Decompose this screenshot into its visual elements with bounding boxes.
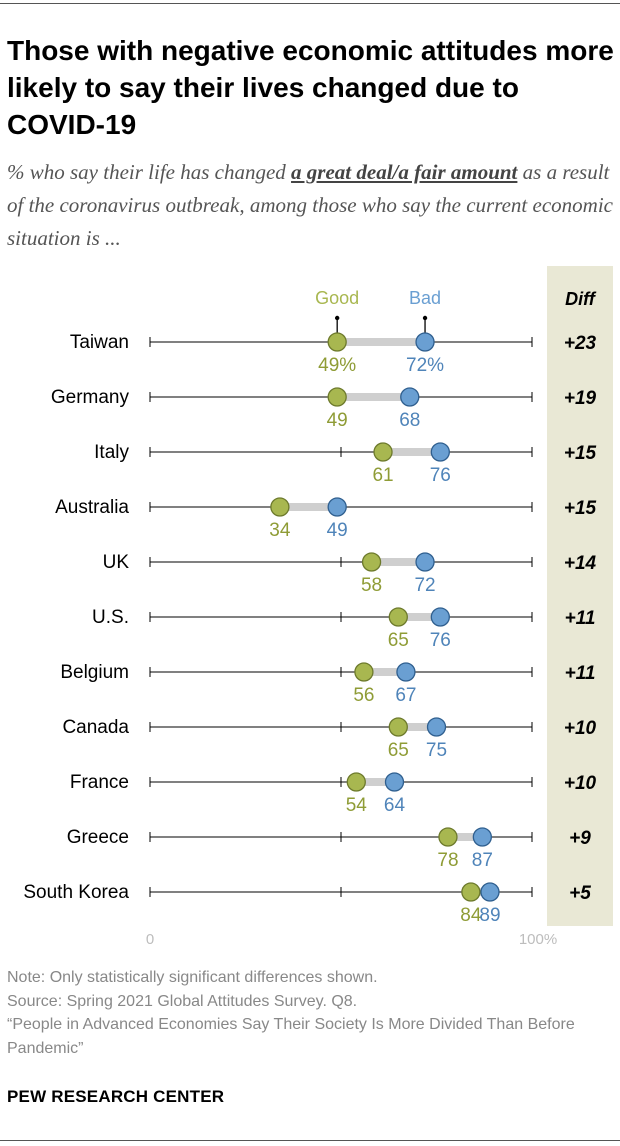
bad-value-label: 64	[384, 795, 406, 816]
country-label: South Korea	[23, 882, 129, 903]
good-value-label: 49	[327, 410, 348, 431]
bad-dot	[426, 717, 447, 737]
bad-value-label: 68	[399, 410, 420, 431]
bad-dot	[430, 442, 450, 462]
diff-value: +9	[569, 828, 591, 849]
diff-value: +10	[564, 773, 597, 794]
good-value-label: 34	[269, 520, 291, 541]
good-dot	[388, 717, 408, 737]
country-label: Italy	[94, 442, 129, 463]
good-dot	[438, 827, 458, 847]
top-rule	[0, 3, 620, 4]
bad-value-label: 89	[479, 905, 500, 926]
diff-value: +14	[564, 553, 597, 574]
legend-good-pointer-dot	[334, 315, 340, 321]
good-dot	[354, 662, 374, 682]
good-value-label: 56	[353, 685, 374, 706]
axis-min-label: 0	[146, 931, 154, 948]
good-value-label: 65	[388, 630, 409, 651]
legend-bad: Bad	[409, 288, 441, 308]
diff-value: +5	[569, 883, 591, 904]
diff-value: +15	[564, 443, 597, 464]
bad-value-label: 67	[395, 685, 416, 706]
diff-value: +19	[564, 388, 597, 409]
bad-value-label: 76	[430, 630, 451, 651]
country-label: UK	[103, 552, 130, 573]
bad-value-label: 76	[430, 465, 451, 486]
bad-value-label: 72	[414, 575, 435, 596]
note-line: Note: Only statistically significant dif…	[7, 969, 378, 986]
chart-subtitle: % who say their life has changed a great…	[7, 156, 615, 255]
diff-value: +23	[564, 333, 597, 354]
subtitle-before: % who say their life has changed	[7, 160, 292, 184]
good-dot	[327, 332, 347, 352]
diff-value: +15	[564, 498, 597, 519]
good-dot	[327, 387, 347, 407]
legend-good: Good	[315, 288, 359, 308]
bad-dot	[430, 607, 450, 627]
bad-value-label: 87	[472, 850, 493, 871]
country-label: Taiwan	[70, 332, 129, 353]
diff-column-background	[547, 266, 613, 926]
country-label: Canada	[62, 717, 129, 738]
bad-dot	[384, 772, 405, 792]
bad-value-label: 75	[426, 740, 447, 761]
bad-dot	[400, 387, 420, 407]
chart-title: Those with negative economic attitudes m…	[7, 35, 614, 140]
good-dot	[361, 552, 382, 572]
country-label: Belgium	[60, 662, 129, 683]
good-dot	[270, 497, 290, 517]
country-label: Australia	[55, 497, 129, 518]
diff-value: +11	[565, 663, 596, 684]
country-label: Greece	[67, 827, 129, 848]
source-line: Source: Spring 2021 Global Attitudes Sur…	[7, 992, 358, 1010]
good-value-label: 58	[361, 575, 382, 596]
bad-dot	[396, 662, 416, 682]
country-label: France	[70, 772, 129, 793]
bad-dot	[472, 827, 492, 847]
good-dot	[373, 442, 393, 462]
dot-chart: Diff Good Bad Taiwan 49% 72% +23 Germany 49 68 +19…	[23, 266, 613, 948]
good-value-label: 61	[372, 465, 393, 486]
bad-value-label: 72%	[406, 355, 444, 376]
legend-bad-pointer-dot	[422, 315, 428, 321]
diff-value: +11	[565, 608, 596, 629]
diff-header: Diff	[565, 289, 597, 309]
diff-value: +10	[564, 718, 597, 739]
subtitle-emphasis: a great deal/a fair amount	[291, 160, 518, 184]
good-dot	[388, 607, 408, 627]
good-value-label: 65	[388, 740, 409, 761]
bad-dot	[480, 882, 500, 902]
report-title-line: “People in Advanced Economies Say Their …	[7, 1016, 575, 1057]
axis-max-label: 100%	[519, 931, 557, 948]
good-dot	[461, 882, 481, 902]
country-label: Germany	[51, 387, 130, 408]
bad-dot	[415, 332, 435, 352]
bottom-rule	[0, 1140, 620, 1141]
good-value-label: 84	[460, 905, 482, 926]
bad-dot	[415, 552, 435, 572]
brand-name: PEW RESEARCH CENTER	[7, 1087, 225, 1106]
good-dot	[346, 772, 366, 792]
good-value-label: 49%	[318, 355, 356, 376]
bad-dot	[327, 497, 347, 517]
subtitle-after: as a result of the coronavirus outbreak,…	[7, 160, 613, 250]
bad-value-label: 49	[327, 520, 348, 541]
good-value-label: 78	[437, 850, 458, 871]
notes: Note: Only statistically significant dif…	[7, 966, 615, 1060]
good-value-label: 54	[346, 795, 368, 816]
country-label: U.S.	[92, 607, 129, 628]
